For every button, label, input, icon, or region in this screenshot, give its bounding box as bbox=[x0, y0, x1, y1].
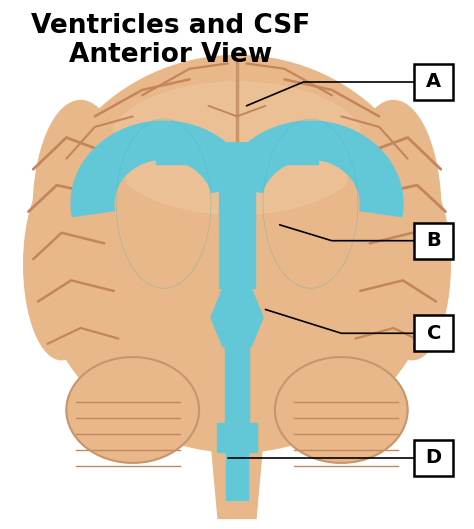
Ellipse shape bbox=[66, 357, 199, 463]
Polygon shape bbox=[219, 167, 255, 288]
Polygon shape bbox=[225, 346, 249, 452]
Polygon shape bbox=[221, 121, 403, 216]
Ellipse shape bbox=[275, 357, 408, 463]
Ellipse shape bbox=[346, 101, 441, 323]
Ellipse shape bbox=[374, 169, 450, 360]
Polygon shape bbox=[226, 452, 248, 500]
FancyBboxPatch shape bbox=[414, 223, 453, 259]
Polygon shape bbox=[211, 288, 263, 346]
Polygon shape bbox=[209, 413, 265, 518]
Text: B: B bbox=[426, 231, 441, 250]
Ellipse shape bbox=[36, 56, 438, 452]
Polygon shape bbox=[156, 143, 209, 164]
Polygon shape bbox=[217, 423, 257, 452]
FancyBboxPatch shape bbox=[414, 315, 453, 351]
Ellipse shape bbox=[33, 101, 128, 323]
Polygon shape bbox=[206, 143, 268, 167]
Polygon shape bbox=[71, 121, 253, 216]
FancyBboxPatch shape bbox=[414, 64, 453, 100]
Text: D: D bbox=[426, 448, 442, 467]
Text: A: A bbox=[426, 72, 441, 92]
Polygon shape bbox=[265, 143, 318, 164]
FancyBboxPatch shape bbox=[414, 440, 453, 476]
Ellipse shape bbox=[24, 169, 100, 360]
Text: C: C bbox=[427, 324, 441, 343]
Text: Ventricles and CSF
Anterior View: Ventricles and CSF Anterior View bbox=[31, 13, 310, 68]
Ellipse shape bbox=[107, 82, 367, 214]
